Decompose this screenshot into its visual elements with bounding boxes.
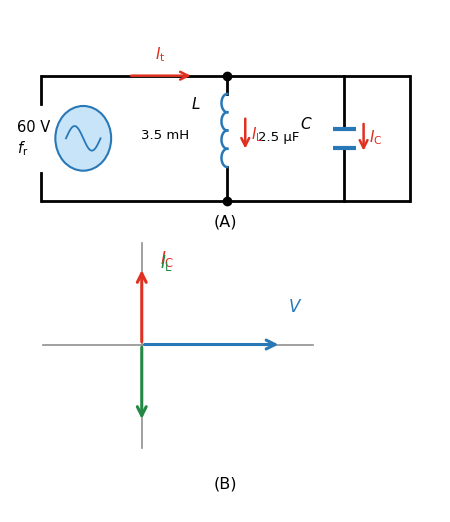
Text: 2.5 μF: 2.5 μF <box>258 132 300 144</box>
Text: $I_{\mathrm{t}}$: $I_{\mathrm{t}}$ <box>154 45 165 64</box>
Circle shape <box>55 106 111 171</box>
Text: $C$: $C$ <box>300 116 313 132</box>
Text: (A): (A) <box>213 214 237 229</box>
Text: $f_{\mathrm{r}}$: $f_{\mathrm{r}}$ <box>17 139 28 158</box>
Text: $L$: $L$ <box>191 97 200 112</box>
Text: $I_{\mathrm{L}}$: $I_{\mathrm{L}}$ <box>160 253 173 273</box>
Text: $V$: $V$ <box>288 298 302 316</box>
Text: $I_{\mathrm{C}}$: $I_{\mathrm{C}}$ <box>160 249 174 269</box>
Text: $I_{\mathrm{C}}$: $I_{\mathrm{C}}$ <box>369 128 382 147</box>
Text: (B): (B) <box>213 476 237 491</box>
Text: 60 V: 60 V <box>17 121 50 135</box>
Text: $I_{\mathrm{L}}$: $I_{\mathrm{L}}$ <box>251 125 263 144</box>
Text: 3.5 mH: 3.5 mH <box>141 129 189 142</box>
